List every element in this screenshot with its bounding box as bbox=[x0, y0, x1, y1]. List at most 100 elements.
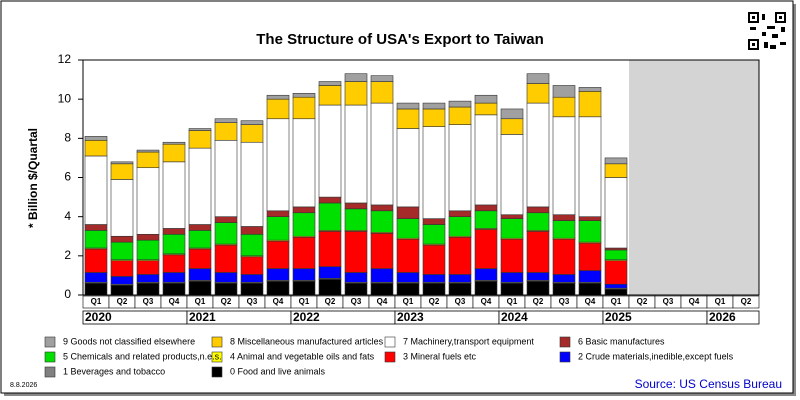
bar-segment bbox=[500, 238, 524, 273]
bar-segment bbox=[162, 254, 186, 273]
x-tick-label: Q4 bbox=[481, 297, 492, 306]
bar-segment bbox=[266, 94, 290, 100]
bar-segment bbox=[188, 224, 212, 231]
bar-segment bbox=[292, 118, 316, 208]
bar-segment bbox=[552, 96, 576, 118]
legend-label: 1 Beverages and tobacco bbox=[63, 366, 165, 376]
bar-segment bbox=[188, 230, 212, 249]
bar-segment bbox=[136, 239, 160, 261]
bar-segment bbox=[474, 229, 498, 269]
legend-swatch bbox=[559, 351, 571, 363]
x-tick-label: Q2 bbox=[429, 297, 440, 306]
bar-segment bbox=[136, 149, 160, 153]
bar-segment bbox=[136, 151, 160, 169]
bar-segment bbox=[240, 141, 264, 227]
year-label: 2025 bbox=[605, 310, 632, 324]
bar-segment bbox=[162, 141, 186, 145]
bar-segment bbox=[422, 224, 446, 245]
bar-segment bbox=[318, 81, 342, 86]
bar-segment bbox=[396, 272, 420, 283]
bar-segment bbox=[370, 282, 394, 296]
y-tick-label: 2 bbox=[64, 248, 71, 262]
bar-segment bbox=[344, 208, 368, 231]
x-tick-label: Q2 bbox=[741, 297, 752, 306]
bar-segment bbox=[370, 268, 394, 283]
bar-segment bbox=[136, 167, 160, 235]
bar-segment bbox=[422, 108, 446, 127]
bar-segment bbox=[84, 230, 108, 249]
source: Source: US Census Bureau bbox=[635, 377, 782, 391]
bar-segment bbox=[318, 104, 342, 198]
x-tick-label: Q3 bbox=[351, 297, 362, 306]
bar-segment bbox=[318, 85, 342, 106]
bar-segment bbox=[214, 222, 238, 245]
bar-segment bbox=[474, 94, 498, 104]
bar-segment bbox=[422, 102, 446, 110]
x-tick-label: Q1 bbox=[299, 297, 310, 306]
y-tick-label: 10 bbox=[58, 91, 72, 105]
bar-segment bbox=[448, 236, 472, 275]
bar-segment bbox=[136, 260, 160, 275]
bar-segment bbox=[136, 274, 160, 283]
bar-segment bbox=[526, 280, 550, 296]
bar-segment bbox=[214, 118, 238, 123]
bar-segment bbox=[396, 102, 420, 110]
x-tick-label: Q4 bbox=[689, 297, 700, 306]
year-label: 2020 bbox=[85, 310, 112, 324]
bar-segment bbox=[84, 282, 108, 296]
x-tick-label: Q3 bbox=[559, 297, 570, 306]
bar-segment bbox=[240, 124, 264, 143]
year-cell bbox=[706, 310, 760, 325]
bar-segment bbox=[552, 214, 576, 221]
y-axis-label: * Billion $/Quartal bbox=[26, 128, 40, 228]
bar-segment bbox=[240, 226, 264, 235]
bar-segment bbox=[162, 233, 186, 255]
bar-segment bbox=[500, 282, 524, 296]
legend-swatch bbox=[384, 351, 396, 363]
bar-segment bbox=[500, 272, 524, 283]
year-label: 2022 bbox=[293, 310, 320, 324]
bar-segment bbox=[240, 120, 264, 125]
y-tick-label: 0 bbox=[64, 287, 71, 301]
y-tick-label: 12 bbox=[58, 52, 72, 66]
bar-segment bbox=[422, 244, 446, 275]
bar-segment bbox=[422, 282, 446, 296]
bar-segment bbox=[162, 228, 186, 235]
legend-label: 3 Mineral fuels etc bbox=[403, 351, 477, 361]
bar-segment bbox=[162, 143, 186, 163]
bar-segment bbox=[448, 216, 472, 237]
date: 8.8.2026 bbox=[10, 382, 37, 389]
x-tick-label: Q3 bbox=[663, 297, 674, 306]
bar-segment bbox=[370, 233, 394, 269]
bar-segment bbox=[136, 282, 160, 296]
bar-segment bbox=[552, 116, 576, 216]
bar-segment bbox=[370, 75, 394, 82]
bar-segment bbox=[578, 216, 602, 221]
bar-segment bbox=[318, 196, 342, 204]
bar-segment bbox=[240, 256, 264, 275]
bar-segment bbox=[578, 220, 602, 243]
bar-segment bbox=[526, 102, 550, 208]
bar-segment bbox=[344, 231, 368, 273]
bar-segment bbox=[526, 272, 550, 281]
chart-title: The Structure of USA's Export to Taiwan bbox=[256, 31, 543, 48]
bar-segment bbox=[110, 235, 134, 243]
legend-swatch bbox=[559, 336, 571, 348]
x-tick-label: Q4 bbox=[169, 297, 180, 306]
x-tick-label: Q1 bbox=[91, 297, 102, 306]
bar-segment bbox=[84, 224, 108, 231]
x-tick-label: Q1 bbox=[195, 297, 206, 306]
bar-segment bbox=[552, 274, 576, 283]
y-tick-label: 8 bbox=[64, 131, 71, 145]
year-label: 2026 bbox=[709, 310, 736, 324]
bar-segment bbox=[136, 233, 160, 241]
bar-segment bbox=[500, 108, 524, 120]
legend-swatch bbox=[211, 351, 223, 363]
bar-segment bbox=[552, 238, 576, 275]
bar-segment bbox=[188, 248, 212, 269]
bar-segment bbox=[162, 272, 186, 283]
bar-segment bbox=[292, 280, 316, 296]
bar-segment bbox=[344, 104, 368, 204]
bar-segment bbox=[604, 260, 628, 285]
bar-segment bbox=[448, 282, 472, 296]
